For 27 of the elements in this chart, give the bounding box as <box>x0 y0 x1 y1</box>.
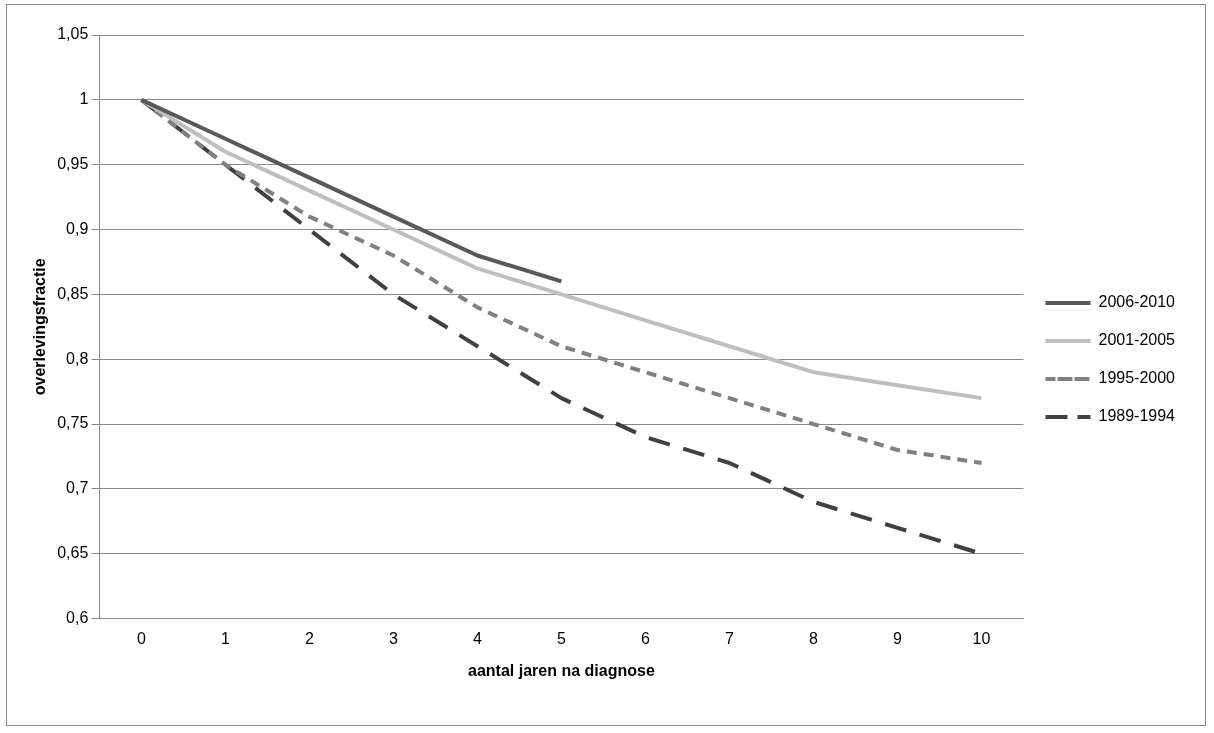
x-tick-label: 6 <box>640 629 650 647</box>
legend-label: 2006-2010 <box>1098 293 1176 311</box>
x-tick-label: 1 <box>220 629 230 647</box>
x-tick-label: 10 <box>972 629 991 647</box>
x-tick-label: 8 <box>809 629 818 647</box>
x-tick-label: 9 <box>893 629 903 647</box>
y-tick-label: 0,85 <box>57 284 89 302</box>
x-tick-label: 0 <box>136 629 146 647</box>
legend-label: 1995-2000 <box>1098 369 1176 387</box>
y-tick-label: 0,8 <box>66 349 89 367</box>
y-tick-label: 1 <box>79 90 89 108</box>
x-tick-label: 5 <box>556 629 566 647</box>
y-axis-title: overlevingsfractie <box>31 258 49 396</box>
y-tick-label: 0,95 <box>57 155 89 173</box>
x-tick-label: 2 <box>304 629 314 647</box>
x-tick-label: 4 <box>472 629 482 647</box>
y-tick-label: 1,05 <box>57 25 89 43</box>
y-tick-label: 0,65 <box>57 544 89 562</box>
legend-label: 1989-1994 <box>1098 407 1176 425</box>
x-axis-title: aantal jaren na diagnose <box>468 661 655 679</box>
y-tick-label: 0,6 <box>66 609 89 627</box>
x-tick-label: 7 <box>724 629 734 647</box>
y-tick-label: 0,75 <box>57 414 89 432</box>
y-tick-label: 0,7 <box>66 479 89 497</box>
x-tick-label: 3 <box>388 629 398 647</box>
legend-label: 2001-2005 <box>1098 331 1176 349</box>
y-tick-label: 0,9 <box>66 219 89 237</box>
